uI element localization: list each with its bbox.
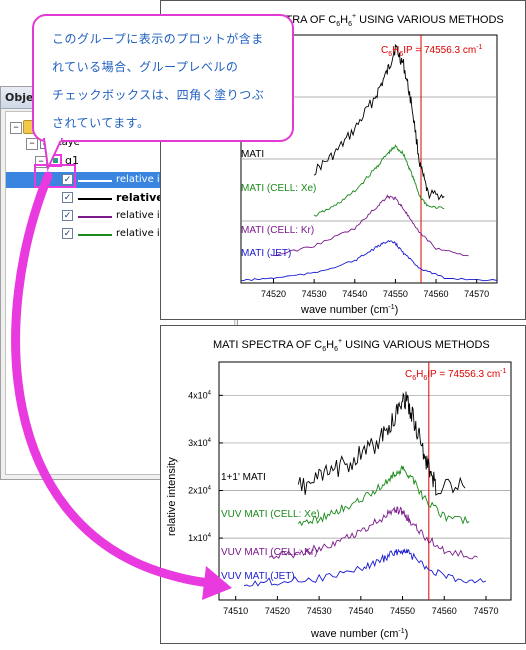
top-x-ticks: 74520 74530 74540 74550 74560 74570 (261, 279, 489, 299)
callout-tail-shape (42, 138, 64, 172)
callout-line-1: このグループに表示のプロットが含ま (52, 32, 264, 46)
bottom-plot-frame (218, 361, 512, 601)
top-series-line-1 (313, 44, 445, 201)
expand-toggle-root[interactable]: − (10, 122, 22, 134)
bottom-y-tick-label: 2x104 (188, 486, 212, 496)
plot-checkbox-1[interactable]: ✓ (62, 174, 73, 185)
callout-line-3: チェックボックスは、四角く塗りつぶ (52, 88, 265, 102)
callout-line-2: れている場合、グループレベルの (52, 60, 239, 74)
bottom-y-tick-label: 1x104 (188, 533, 212, 543)
top-x-tick-label: 74520 (261, 289, 286, 299)
top-x-tick-label: 74530 (302, 289, 327, 299)
bottom-ip-label: C6H6IP = 74556.3 cm-1 (405, 368, 507, 382)
bottom-graph-window[interactable]: MATI SPECTRA OF C6H6+ USING VARIOUS METH… (160, 325, 526, 644)
bottom-x-tick-label: 74530 (307, 606, 332, 616)
plot-checkbox-4[interactable]: ✓ (62, 228, 73, 239)
bottom-y-ticks: 0 1x104 2x104 3x104 4x104 (188, 390, 223, 591)
bottom-x-axis-label: wave number (cm-1) (310, 628, 408, 640)
top-series-line-2 (313, 144, 445, 217)
bottom-series-line-4 (243, 548, 487, 587)
bottom-x-tick-label: 74540 (348, 606, 373, 616)
callout-balloon: このグループに表示のプロットが含ま れている場合、グループレベルの チェックボッ… (32, 14, 294, 142)
bottom-series-label-2: VUV MATI (CELL: Xe) (221, 509, 320, 520)
bottom-y-axis-label: relative intensity (166, 457, 178, 536)
bottom-series-label-3: VUV MATI (CELL: Kr) (221, 547, 318, 558)
bottom-x-ticks: 74510 74520 74530 74540 74550 74560 74570 (223, 596, 498, 616)
top-series-group (240, 44, 498, 282)
top-series-label-3: MATI (CELL: Kr) (241, 225, 314, 236)
group-label: g1 (65, 154, 79, 167)
expand-toggle-layer[interactable]: − (26, 138, 38, 150)
top-series-label-4: MATI (JET) (241, 248, 291, 259)
plot-line-swatch-4 (78, 234, 112, 236)
plot-line-swatch-3 (78, 216, 112, 218)
top-x-axis-label: wave number (cm-1) (300, 304, 398, 316)
bottom-x-tick-label: 74510 (223, 606, 248, 616)
top-chart: MATI SPECTRA OF C6H6+ USING VARIOUS METH… (227, 13, 504, 316)
group-checkbox-fill (53, 158, 58, 163)
bottom-chart: MATI SPECTRA OF C6H6+ USING VARIOUS METH… (166, 338, 512, 640)
bottom-series-line-3 (268, 506, 478, 560)
top-series-label-2: MATI (CELL: Xe) (241, 183, 316, 194)
bottom-series-label-1: 1+1' MATI (221, 472, 266, 483)
bottom-series-line-2 (297, 464, 470, 527)
bottom-series-line-1 (297, 391, 466, 496)
object-manager-title: Objec (5, 91, 40, 104)
top-series-line-4 (240, 240, 498, 282)
bottom-gridlines (219, 362, 511, 600)
top-x-tick-label: 74560 (424, 289, 449, 299)
top-x-tick-label: 74550 (383, 289, 408, 299)
top-x-tick-label: 74540 (342, 289, 367, 299)
bottom-x-tick-label: 74550 (390, 606, 415, 616)
top-series-line-3 (273, 194, 469, 257)
bottom-series-label-4: VUV MATI (JET) (221, 571, 295, 582)
top-ip-label: C6H6IP = 74556.3 cm-1 (381, 44, 483, 58)
bottom-x-tick-label: 74520 (265, 606, 290, 616)
plot-checkbox-3[interactable]: ✓ (62, 210, 73, 221)
plot-checkbox-2[interactable]: ✓ (62, 192, 73, 203)
bottom-y-tick-label: 4x104 (188, 390, 212, 400)
bottom-series-group (243, 391, 487, 587)
bottom-y-tick-label: 0 (210, 581, 215, 591)
bottom-chart-title: MATI SPECTRA OF C6H6+ USING VARIOUS METH… (213, 338, 490, 353)
bottom-y-tick-label: 3x104 (188, 438, 212, 448)
plot-line-swatch-2 (78, 198, 112, 200)
bottom-x-tick-label: 74570 (473, 606, 498, 616)
callout-line-4: されていてます。 (52, 116, 150, 130)
top-series-label-1: MATI (241, 149, 264, 160)
top-x-tick-label: 74570 (464, 289, 489, 299)
plot-line-swatch-1 (78, 180, 112, 182)
layer-label: Laye (56, 137, 80, 148)
bottom-x-tick-label: 74560 (432, 606, 457, 616)
callout-tail (42, 138, 64, 172)
